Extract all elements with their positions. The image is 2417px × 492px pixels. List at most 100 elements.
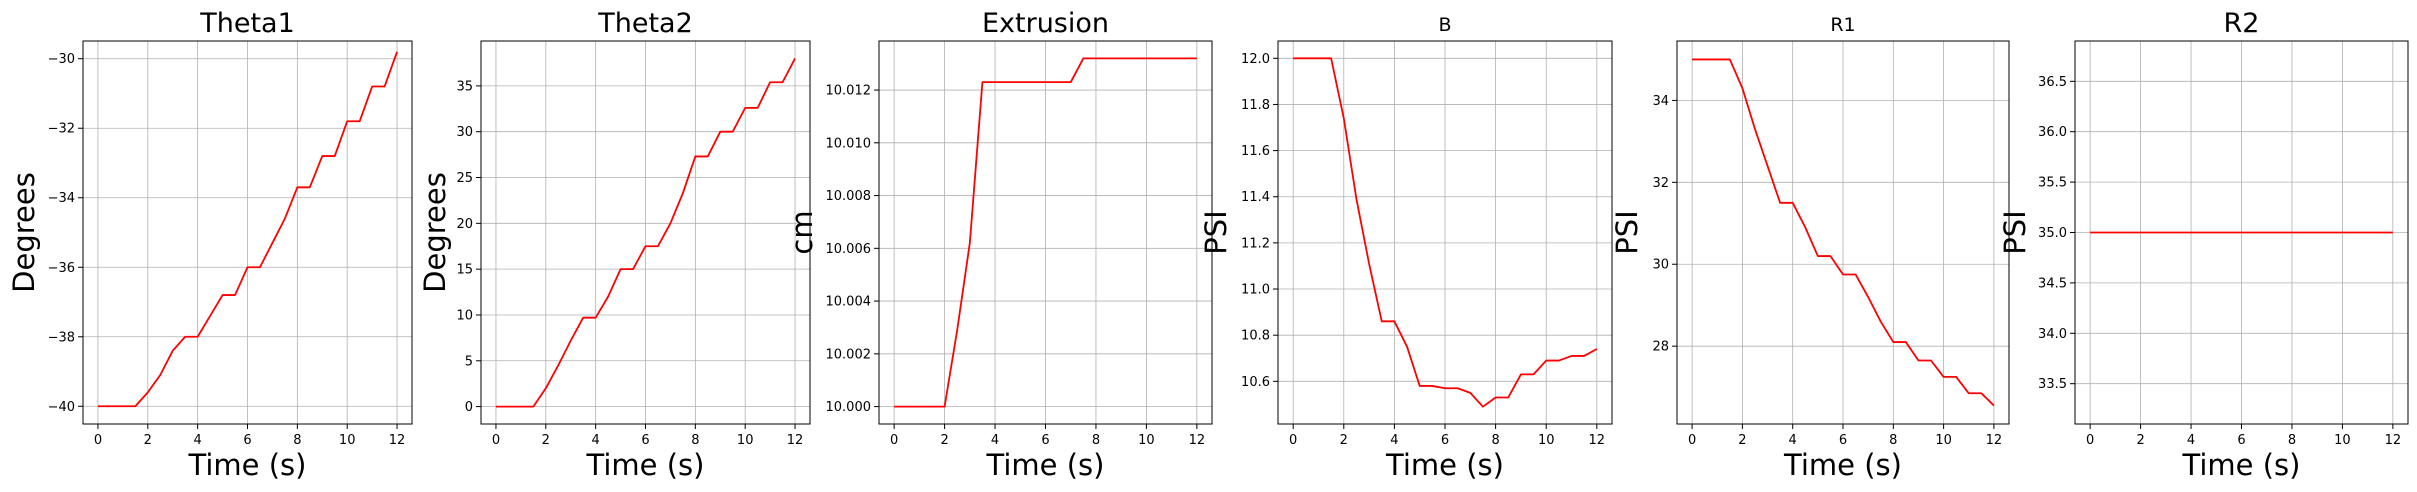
x-tick-label: 6: [1441, 433, 1449, 448]
x-tick-label: 2: [542, 433, 550, 448]
y-tick-label: 10.002: [826, 347, 872, 362]
y-tick-label: 28: [1652, 340, 1669, 355]
y-tick-label: 36.5: [2038, 75, 2067, 90]
y-tick-label: 34: [1652, 94, 1669, 109]
subplot-2: 0 2 4 6 8 10 12 0 5 10 15 20 25 30 35 Theta2 Time (s) Deg…: [418, 8, 811, 482]
y-tick-label: 11.8: [1241, 98, 1270, 113]
x-tick-label: 4: [194, 433, 202, 448]
chart-title: Theta2: [597, 8, 693, 39]
y-tick-label: 35.0: [2038, 226, 2067, 241]
x-axis-label: Time (s): [188, 448, 307, 482]
x-tick-label: 0: [890, 433, 898, 448]
series-line: [894, 57, 1197, 408]
x-tick-label: 10: [737, 433, 754, 448]
x-tick-label: 12: [1986, 433, 2003, 448]
y-axis-label: PSI: [1998, 210, 2032, 254]
y-tick-label: 36.0: [2038, 125, 2067, 140]
subplot-4: 0 2 4 6 8 10 12 10.6 10.8 11.0 11.2 11.4 11.6 11.8 12.…: [1199, 14, 1613, 482]
x-tick-label: 4: [1390, 433, 1398, 448]
chart-title: R2: [2224, 8, 2260, 39]
y-axis-label: PSI: [1199, 210, 1233, 254]
x-tick-label: 10: [2334, 433, 2351, 448]
chart-title: Theta1: [199, 8, 295, 39]
x-axis-label: Time (s): [986, 448, 1105, 482]
x-tick-label: 2: [144, 433, 152, 448]
x-tick-label: 6: [1839, 433, 1847, 448]
y-axis-label: Degrees: [418, 172, 452, 293]
y-tick-label: 10.8: [1241, 329, 1270, 344]
x-tick-label: 12: [389, 433, 406, 448]
x-axis-label: Time (s): [2182, 448, 2301, 482]
y-tick-label: −38: [48, 330, 75, 345]
x-tick-label: 2: [1340, 433, 1348, 448]
y-axis-label: PSI: [1610, 210, 1644, 254]
subplot-1: 0 2 4 6 8 10 12 −40 −38 −36 −34 −32 −30 Theta1 Time (s…: [7, 8, 413, 482]
y-tick-label: 10.012: [826, 84, 872, 99]
y-axis-label: cm: [785, 210, 819, 254]
y-tick-label: 25: [456, 171, 473, 186]
x-tick-label: 2: [940, 433, 948, 448]
y-tick-label: 10: [456, 308, 473, 323]
x-axis-label: Time (s): [1783, 448, 1902, 482]
y-tick-label: 34.0: [2038, 327, 2067, 342]
y-tick-label: −34: [48, 191, 75, 206]
x-tick-label: 6: [641, 433, 649, 448]
y-tick-label: 10.006: [826, 242, 872, 257]
y-tick-label: 11.4: [1241, 190, 1270, 205]
x-tick-label: 6: [1041, 433, 1049, 448]
y-tick-label: 20: [456, 217, 473, 232]
y-tick-label: 15: [456, 263, 473, 278]
y-axis-label: Degrees: [7, 172, 41, 293]
x-tick-label: 4: [592, 433, 600, 448]
x-tick-label: 6: [243, 433, 251, 448]
x-tick-label: 10: [1538, 433, 1555, 448]
x-tick-label: 4: [991, 433, 999, 448]
x-tick-label: 12: [2385, 433, 2402, 448]
series-line: [97, 51, 398, 408]
y-tick-label: −30: [48, 52, 75, 67]
series-line: [1293, 57, 1598, 408]
x-tick-label: 2: [2136, 433, 2144, 448]
x-tick-label: 8: [1092, 433, 1100, 448]
x-tick-label: 4: [2187, 433, 2195, 448]
x-axis-label: Time (s): [586, 448, 705, 482]
series-line: [1692, 58, 1995, 407]
x-tick-label: 8: [293, 433, 301, 448]
chart-title: B: [1438, 14, 1451, 36]
subplot-5: 0 2 4 6 8 10 12 28 30 32 34 R1 Time (s) PSI: [1610, 14, 2010, 482]
y-tick-label: 0: [465, 400, 473, 415]
x-tick-label: 10: [339, 433, 356, 448]
x-tick-label: 8: [2288, 433, 2296, 448]
y-tick-label: −32: [48, 122, 75, 137]
x-tick-label: 10: [1138, 433, 1155, 448]
subplot-3: 0 2 4 6 8 10 12 10.000 10.002 10.004 10.006 10.008 1…: [785, 8, 1213, 482]
x-tick-label: 8: [691, 433, 699, 448]
x-tick-label: 8: [1491, 433, 1499, 448]
y-tick-label: 11.6: [1241, 144, 1270, 159]
series-line: [495, 57, 796, 408]
y-tick-label: −36: [48, 261, 75, 276]
y-tick-label: 32: [1652, 176, 1669, 191]
y-tick-label: 10.010: [826, 136, 872, 151]
x-tick-label: 2: [1738, 433, 1746, 448]
y-tick-label: 11.0: [1241, 283, 1270, 298]
x-tick-label: 0: [94, 433, 102, 448]
y-tick-label: 10.000: [826, 400, 872, 415]
x-tick-label: 4: [1789, 433, 1797, 448]
y-tick-label: 35: [456, 79, 473, 94]
x-tick-label: 10: [1935, 433, 1952, 448]
y-tick-label: 30: [1652, 258, 1669, 273]
y-tick-label: 11.2: [1241, 236, 1270, 251]
y-tick-label: 5: [465, 354, 473, 369]
y-tick-label: 10.004: [826, 295, 872, 310]
x-axis-label: Time (s): [1385, 448, 1504, 482]
x-tick-label: 6: [2237, 433, 2245, 448]
y-tick-label: 34.5: [2038, 276, 2067, 291]
x-tick-label: 0: [1289, 433, 1297, 448]
y-tick-label: 33.5: [2038, 377, 2067, 392]
x-tick-label: 12: [1589, 433, 1606, 448]
y-tick-label: 35.5: [2038, 176, 2067, 191]
y-tick-label: 12.0: [1241, 52, 1270, 67]
y-tick-label: 10.6: [1241, 375, 1270, 390]
